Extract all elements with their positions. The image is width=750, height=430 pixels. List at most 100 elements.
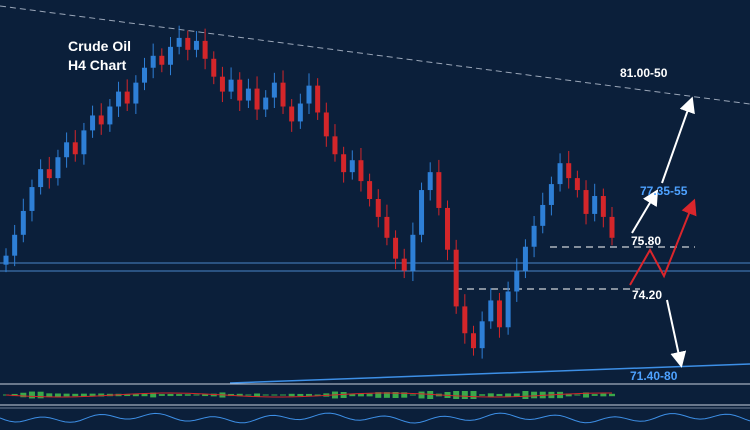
macd-bar — [167, 393, 174, 397]
macd-bar — [306, 393, 312, 397]
macd-bar — [132, 393, 139, 397]
candle-body — [107, 106, 113, 125]
macd-bar — [513, 393, 520, 397]
candle-body — [133, 82, 139, 104]
candles-group — [3, 25, 615, 359]
candle-body — [193, 40, 199, 50]
candle-body — [462, 306, 468, 334]
macd-bar — [54, 393, 61, 397]
candle-body — [98, 115, 104, 125]
candle-body — [228, 79, 234, 92]
macd-bar — [176, 394, 183, 396]
macd-bar — [254, 393, 261, 397]
candle-body — [505, 291, 511, 328]
macd-bar — [80, 393, 87, 397]
candle-body — [609, 216, 615, 238]
macd-bar — [522, 391, 529, 399]
candle-body — [280, 82, 286, 107]
chart-title-line1: Crude Oil — [68, 38, 131, 54]
level-label-support-0: 74.20 — [632, 288, 662, 302]
candle-body — [150, 55, 156, 68]
candle-body — [20, 210, 26, 235]
macd-bar — [583, 392, 590, 398]
candle-body — [453, 249, 459, 307]
macd-bar — [20, 392, 27, 398]
macd-bar — [366, 393, 373, 397]
candle-body — [514, 270, 520, 292]
macd-bar — [202, 393, 209, 397]
candle-body — [427, 172, 433, 191]
macd-bar — [193, 394, 200, 396]
macd-bar — [89, 393, 96, 397]
candle-body — [401, 258, 407, 271]
candle-body — [38, 169, 44, 188]
candle-body — [46, 169, 52, 179]
arrow-red-zigzag — [629, 198, 697, 286]
candle-body — [64, 142, 70, 158]
macd-bar — [150, 392, 157, 398]
candle-body — [479, 321, 485, 349]
candle-body — [531, 225, 537, 247]
macd-bar — [349, 393, 356, 397]
macd-bar — [280, 394, 287, 396]
candle-body — [72, 142, 78, 155]
candle-body — [254, 88, 260, 110]
macd-bar — [63, 393, 70, 397]
candle-body — [540, 204, 546, 226]
arrow-down — [666, 299, 687, 368]
candle-body — [167, 46, 173, 65]
macd-bar — [531, 391, 538, 399]
macd-bar — [453, 391, 460, 399]
macd-bar — [418, 391, 425, 399]
macd-bar — [98, 393, 105, 397]
chart-title-line2: H4 Chart — [68, 57, 127, 73]
arrow-up-long — [661, 96, 695, 184]
candle-body — [211, 58, 217, 77]
arrow-up-short — [631, 189, 659, 234]
candle-body — [600, 196, 606, 217]
macd-bar — [236, 393, 243, 397]
candle-body — [384, 216, 390, 238]
level-label-upper-target: 81.00-50 — [620, 66, 668, 80]
macd-bar — [314, 394, 321, 396]
candle-body — [297, 103, 303, 122]
candle-body — [323, 112, 329, 137]
macd-bar — [375, 392, 382, 398]
macd-bar — [505, 393, 512, 397]
candle-body — [349, 160, 355, 173]
macd-bar — [124, 393, 131, 397]
candle-body — [436, 172, 442, 208]
candle-body — [237, 79, 243, 101]
descending-trendline — [0, 5, 750, 105]
macd-bar — [479, 394, 486, 396]
candle-body — [29, 187, 35, 211]
candle-body — [185, 37, 191, 50]
candle-body — [3, 255, 9, 265]
candle-body — [488, 300, 494, 322]
candle-body — [574, 178, 580, 191]
candle-body — [367, 181, 373, 199]
candle-body — [306, 85, 312, 104]
macd-bar — [392, 392, 399, 398]
macd-bar — [557, 391, 564, 399]
candle-body — [12, 234, 18, 256]
macd-bar — [297, 393, 304, 397]
macd-bar — [141, 393, 148, 397]
ascending-trendline — [229, 363, 750, 384]
candle-body — [159, 55, 165, 65]
macd-bar — [487, 393, 494, 397]
candle-body — [496, 300, 502, 328]
macd-bar — [28, 391, 35, 399]
macd-bar — [37, 391, 44, 399]
macd-bar — [271, 394, 278, 396]
candle-body — [445, 207, 451, 250]
candle-body — [341, 154, 347, 173]
macd-bar — [591, 394, 598, 396]
candle-body — [410, 234, 416, 271]
candle-body — [90, 115, 96, 131]
macd-bar — [210, 393, 217, 397]
macd-bar — [470, 391, 477, 399]
candle-body — [358, 160, 364, 182]
